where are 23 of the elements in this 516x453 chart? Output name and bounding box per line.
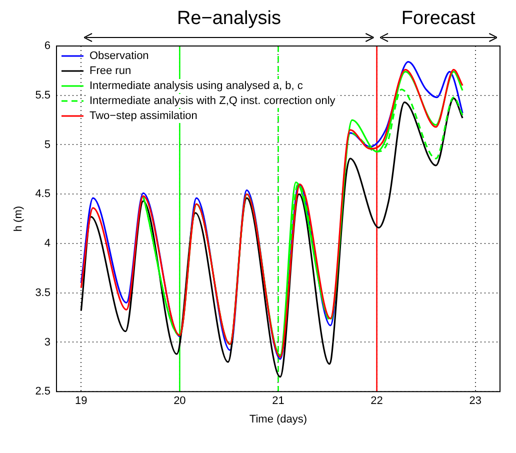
x-tick-label: 23 <box>469 395 482 408</box>
x-tick-label: 20 <box>174 395 186 408</box>
legend-label: Intermediate analysis with Z,Q inst. correction only <box>89 95 336 108</box>
line-series <box>80 98 464 378</box>
text: Re−analysis <box>176 8 282 30</box>
legend-label: Two−step assimilation <box>89 110 198 122</box>
y-tick-label: 2.5 <box>35 386 50 398</box>
x-tick-label: 22 <box>370 395 383 408</box>
y-tick-label: 3.5 <box>35 286 50 299</box>
text: Forecast <box>400 8 476 30</box>
y-axis-title: h (m) <box>12 206 25 232</box>
legend-label: Free run <box>89 65 132 78</box>
y-tick-label: 4 <box>44 238 50 250</box>
legend-label: Intermediate analysis using analysed a, b, c <box>89 80 304 92</box>
x-tick-label: 19 <box>75 395 88 408</box>
y-tick-label: 5 <box>44 138 50 151</box>
y-tick-label: 5.5 <box>35 89 50 102</box>
y-tick-label: 6 <box>44 40 50 52</box>
y-tick-label: 3 <box>44 336 50 348</box>
y-tick-label: 4.5 <box>35 188 50 200</box>
x-axis-title: Time (days) <box>249 413 308 426</box>
legend-label: Observation <box>89 50 149 62</box>
x-tick-label: 21 <box>272 395 284 408</box>
